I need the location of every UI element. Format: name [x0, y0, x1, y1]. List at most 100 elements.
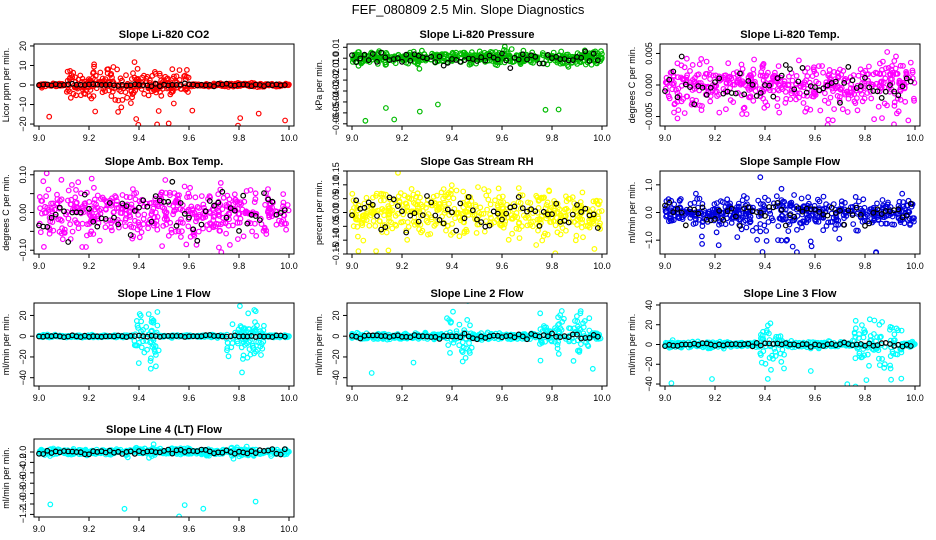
- y-tick-label: 0.01: [331, 39, 341, 57]
- data-point: [898, 349, 905, 356]
- data-point: [679, 75, 686, 82]
- data-point: [64, 77, 71, 84]
- overlay-point: [231, 207, 238, 214]
- overlay-point: [870, 209, 877, 216]
- data-point: [762, 99, 769, 105]
- data-point: [88, 175, 95, 182]
- data-point: [822, 90, 828, 97]
- data-point: [879, 115, 885, 121]
- data-point: [576, 349, 583, 355]
- overlay-point: [106, 200, 113, 206]
- overlay-point: [269, 198, 276, 205]
- overlay-point: [399, 208, 405, 215]
- data-point: [825, 116, 832, 123]
- data-point: [573, 208, 579, 215]
- data-point: [144, 346, 151, 353]
- data-point: [716, 109, 723, 116]
- overlay-point: [281, 82, 288, 88]
- overlay-point: [56, 204, 63, 211]
- data-point: [141, 90, 148, 97]
- overlay-point: [532, 53, 539, 60]
- y-tick-label: −20: [18, 349, 28, 364]
- data-point: [169, 88, 176, 95]
- data-point: [779, 346, 786, 353]
- data-point: [177, 219, 184, 226]
- y-tick-label: −20: [18, 116, 28, 131]
- overlay-point: [891, 88, 898, 95]
- data-point: [362, 117, 369, 124]
- y-tick-label: −0.15: [331, 243, 341, 266]
- data-point: [665, 196, 672, 203]
- data-point: [401, 192, 408, 199]
- overlay-point: [281, 333, 288, 340]
- panel-title: Slope Li-820 CO2: [119, 29, 209, 41]
- data-point: [699, 240, 705, 247]
- data-point: [759, 249, 766, 254]
- overlay-point: [357, 55, 364, 62]
- overlay-point: [411, 210, 418, 217]
- data-point: [450, 308, 456, 315]
- data-point: [521, 332, 528, 338]
- data-point: [232, 196, 239, 203]
- data-point: [37, 205, 43, 212]
- data-point: [578, 341, 584, 348]
- overlay-point: [61, 208, 67, 215]
- data-point: [102, 224, 109, 231]
- data-point: [408, 185, 415, 192]
- data-point: [821, 205, 828, 212]
- data-point: [690, 221, 697, 227]
- data-point: [395, 171, 401, 176]
- data-point: [351, 205, 357, 211]
- plot-frame: [346, 43, 608, 127]
- data-point: [776, 109, 783, 116]
- overlay-point: [469, 207, 476, 214]
- data-point: [909, 69, 916, 76]
- data-point: [833, 221, 839, 228]
- data-point: [281, 212, 288, 219]
- data-point: [831, 106, 837, 112]
- data-point: [533, 242, 540, 248]
- data-point: [59, 236, 66, 243]
- data-point: [152, 363, 159, 370]
- data-point: [354, 223, 361, 230]
- data-point: [75, 179, 82, 186]
- data-point: [431, 200, 438, 207]
- data-point: [216, 227, 223, 234]
- data-point: [907, 59, 914, 66]
- x-tick-label: 9.0: [346, 393, 359, 403]
- overlay-point: [499, 50, 505, 57]
- data-point: [267, 206, 274, 213]
- overlay-point: [837, 207, 843, 214]
- data-point: [789, 77, 796, 84]
- data-point: [765, 219, 772, 225]
- overlay-point: [152, 193, 159, 200]
- data-point: [694, 72, 700, 78]
- data-point: [838, 198, 845, 205]
- data-point: [537, 357, 544, 364]
- data-point: [141, 349, 148, 356]
- data-point: [373, 192, 379, 199]
- data-point: [793, 96, 799, 103]
- y-tick-label: 10: [18, 60, 28, 70]
- data-point: [873, 249, 879, 254]
- data-point: [169, 66, 176, 73]
- x-tick-label: 9.8: [859, 261, 872, 271]
- data-point: [499, 54, 506, 60]
- data-point: [509, 230, 515, 237]
- overlay-point: [674, 94, 681, 101]
- data-point: [355, 233, 361, 240]
- data-point: [138, 229, 145, 236]
- data-point: [123, 72, 129, 79]
- data-point: [668, 77, 675, 83]
- data-point: [90, 184, 97, 191]
- data-point: [70, 90, 77, 97]
- data-point: [811, 68, 818, 75]
- data-point: [373, 248, 379, 254]
- panel-title: Slope Amb. Box Temp.: [105, 156, 224, 168]
- data-point: [386, 54, 393, 60]
- data-point: [58, 217, 65, 224]
- overlay-point: [361, 204, 368, 211]
- data-point: [158, 92, 165, 99]
- data-point: [377, 197, 384, 204]
- data-point: [828, 76, 834, 83]
